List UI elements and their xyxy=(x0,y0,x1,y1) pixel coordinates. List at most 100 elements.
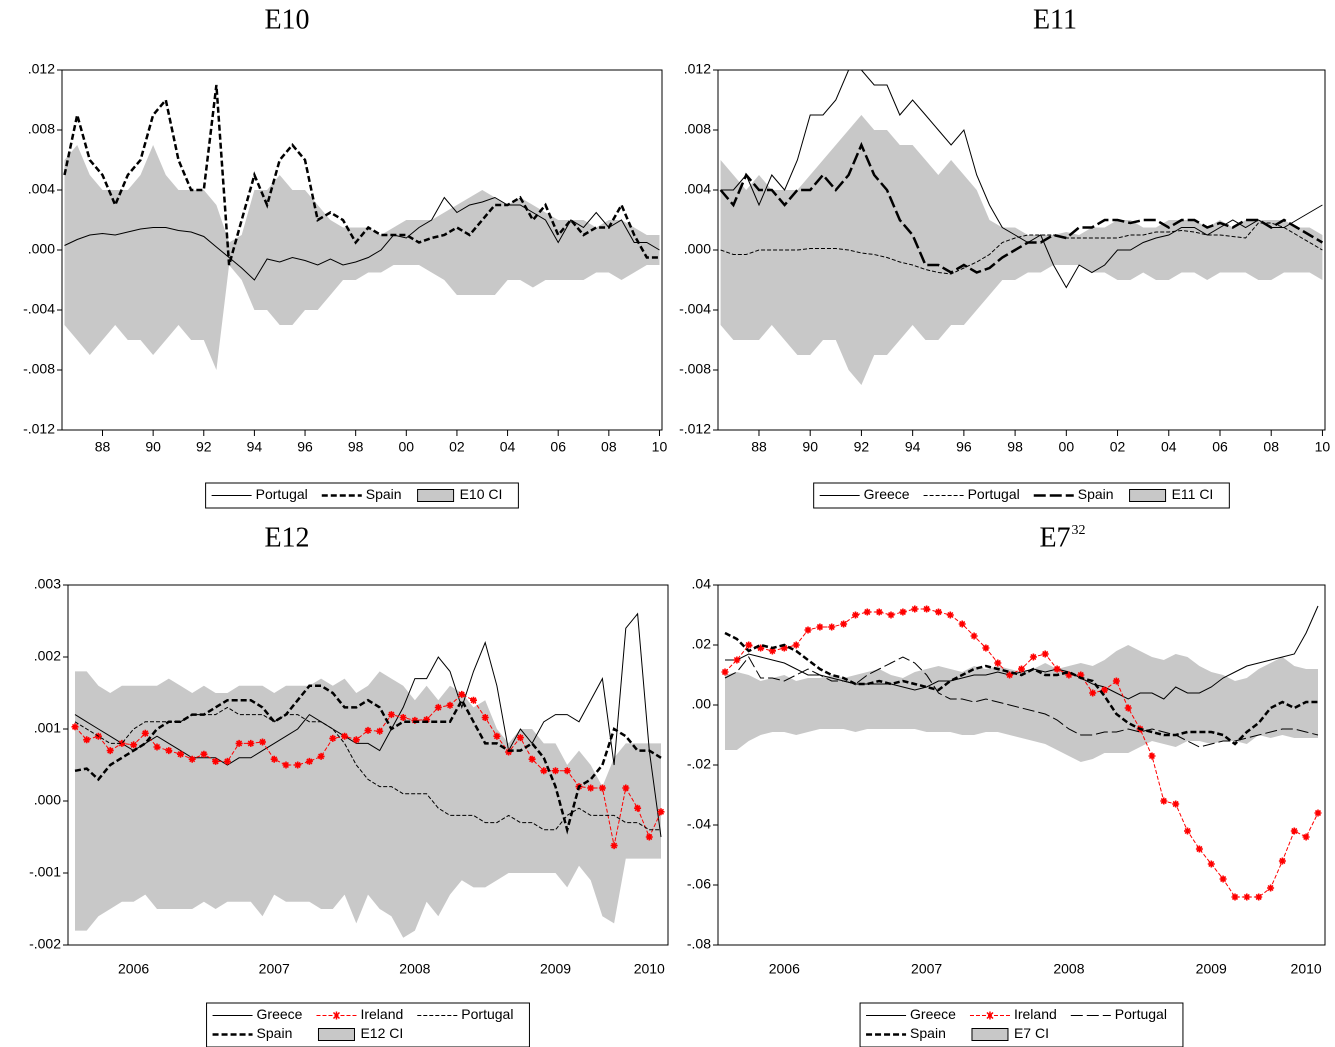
x-tick-label: 04 xyxy=(1161,439,1177,455)
legend-item: Greece xyxy=(866,1006,956,1022)
star-marker xyxy=(200,750,208,758)
y-tick-label: .008 xyxy=(28,121,55,137)
y-tick-label: .04 xyxy=(692,576,712,592)
legend-swatch xyxy=(317,1028,355,1041)
legend-box xyxy=(205,482,519,509)
star-marker xyxy=(610,842,618,850)
star-marker xyxy=(721,668,729,676)
legend-label: E7 CI xyxy=(1014,1025,1049,1041)
star-marker xyxy=(130,741,138,749)
legend-item: Ireland xyxy=(969,1006,1057,1022)
star-marker xyxy=(528,755,536,763)
x-tick-label: 08 xyxy=(601,439,617,455)
legend-marker xyxy=(332,1011,341,1020)
legend-marker xyxy=(986,1011,994,1020)
star-marker xyxy=(1231,893,1239,901)
legend-item: Spain xyxy=(866,1025,946,1041)
legend: Portugal Spain E10 CI xyxy=(205,482,519,509)
x-tick-label: 2006 xyxy=(769,961,800,977)
x-tick-label: 06 xyxy=(1212,439,1228,455)
y-tick-label: -.012 xyxy=(679,421,711,437)
x-tick-label: 96 xyxy=(297,439,313,455)
y-tick-label: -.06 xyxy=(687,876,711,892)
chart-title: E11 xyxy=(1033,4,1077,35)
x-tick-label: 02 xyxy=(449,439,465,455)
legend-item: Spain xyxy=(321,486,402,502)
star-marker xyxy=(387,711,395,719)
x-tick-label: 90 xyxy=(145,439,161,455)
star-marker xyxy=(1255,893,1263,901)
x-tick-label: 88 xyxy=(751,439,767,455)
series-line xyxy=(724,608,1319,898)
star-marker xyxy=(958,620,966,628)
star-marker xyxy=(270,755,278,763)
star-marker xyxy=(899,608,907,616)
star-marker xyxy=(177,750,184,758)
legend-label: Greece xyxy=(910,1006,956,1022)
star-marker xyxy=(83,736,91,744)
star-marker xyxy=(923,605,931,613)
y-tick-label: .002 xyxy=(34,648,61,664)
plot-frame xyxy=(67,584,669,946)
star-marker xyxy=(1243,893,1251,901)
star-marker xyxy=(505,748,513,756)
series-line xyxy=(74,612,662,838)
x-tick-label: 92 xyxy=(854,439,870,455)
legend-item: Portugal xyxy=(417,1006,513,1022)
star-marker xyxy=(563,767,571,775)
star-marker xyxy=(153,743,161,751)
y-tick-label: -.04 xyxy=(687,816,711,832)
x-tick-label: 00 xyxy=(399,439,415,455)
chart-title: E10 xyxy=(264,4,309,35)
y-tick-label: -.001 xyxy=(29,864,61,880)
chart-title: E12 xyxy=(264,522,309,553)
legend-label: Spain xyxy=(257,1025,293,1041)
legend-item: E7 CI xyxy=(971,1025,1049,1041)
star-marker xyxy=(71,723,79,731)
legend-label: Portugal xyxy=(968,486,1020,502)
legend-label: Greece xyxy=(864,486,910,502)
star-marker xyxy=(141,729,149,737)
series-line xyxy=(74,684,662,835)
star-marker xyxy=(341,732,349,740)
star-marker xyxy=(887,611,895,619)
star-marker xyxy=(1195,845,1203,853)
star-marker xyxy=(552,767,559,775)
star-marker xyxy=(935,608,942,616)
y-tick-label: -.004 xyxy=(23,301,55,317)
x-tick-label: 2007 xyxy=(911,961,942,977)
star-marker xyxy=(188,755,196,763)
star-marker xyxy=(1207,860,1215,868)
star-marker xyxy=(792,641,800,649)
y-tick-label: .000 xyxy=(684,241,711,257)
x-tick-label: 04 xyxy=(500,439,516,455)
star-marker xyxy=(875,608,883,616)
y-tick-label: .008 xyxy=(684,121,711,137)
y-tick-label: .012 xyxy=(28,61,55,77)
legend-item: Portugal xyxy=(923,486,1020,502)
star-marker xyxy=(423,716,431,724)
legend-item: Ireland xyxy=(316,1006,403,1022)
x-tick-label: 2008 xyxy=(1053,961,1084,977)
star-marker xyxy=(1267,884,1275,892)
star-marker xyxy=(294,761,302,769)
plot-area xyxy=(721,605,1322,901)
star-marker xyxy=(165,747,173,755)
legend-item: Greece xyxy=(819,486,910,502)
star-marker xyxy=(493,732,501,740)
star-marker xyxy=(516,734,524,742)
legend-label: Greece xyxy=(257,1006,303,1022)
x-tick-label: 96 xyxy=(956,439,972,455)
y-tick-label: -.008 xyxy=(23,361,55,377)
star-marker xyxy=(1053,665,1061,673)
x-tick-label: 90 xyxy=(802,439,818,455)
legend-box xyxy=(859,1002,1184,1047)
star-marker xyxy=(1314,809,1322,817)
star-marker xyxy=(1006,671,1014,679)
y-tick-label: .00 xyxy=(692,696,712,712)
chart-title: E7 xyxy=(1039,522,1070,553)
y-tick-label: -.08 xyxy=(687,936,711,952)
legend-item: E11 CI xyxy=(1129,486,1213,502)
star-marker xyxy=(1018,665,1025,673)
